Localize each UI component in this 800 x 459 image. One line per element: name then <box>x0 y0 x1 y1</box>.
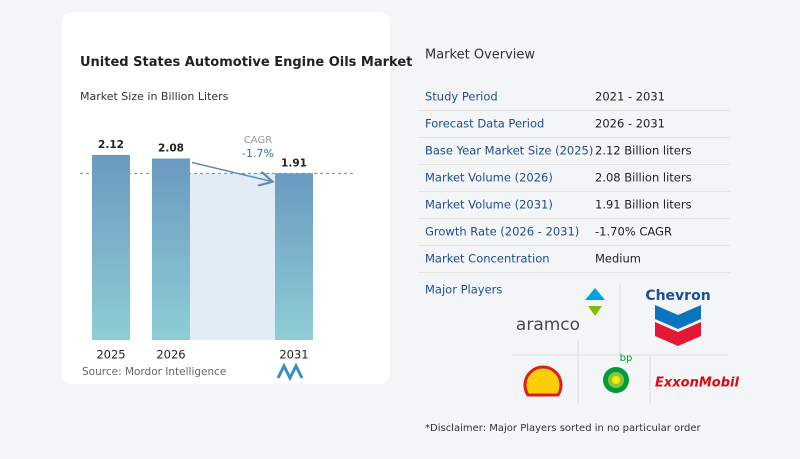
source: Source: Mordor Intelligence <box>82 366 226 378</box>
row-label: Market Concentration <box>425 252 550 266</box>
x-tick-label: 2025 <box>96 348 125 362</box>
bar <box>275 173 313 340</box>
row-value: 2026 - 2031 <box>595 117 665 131</box>
row-label: Growth Rate (2026 - 2031) <box>425 225 579 239</box>
chart-title-text: United States Automotive Engine Oils Mar… <box>80 55 412 70</box>
row-label: Market Volume (2026) <box>425 171 553 185</box>
brand-logo <box>276 362 304 382</box>
aramco-mark <box>585 288 605 316</box>
chart-subtitle: Market Size in Billion Liters <box>80 90 229 103</box>
overview-title: Market Overview <box>425 48 535 63</box>
chevron-mark <box>655 305 701 346</box>
logo-grid <box>512 285 728 405</box>
row-label: Base Year Market Size (2025) <box>425 144 593 158</box>
cagr-arrow <box>191 161 271 181</box>
x-tick-label: 2026 <box>156 348 185 362</box>
value-label: 2.08 <box>158 142 184 154</box>
row-label: Market Volume (2031) <box>425 198 553 212</box>
x-tick-label: 2031 <box>279 348 308 362</box>
row-value: 2021 - 2031 <box>595 90 665 104</box>
row-label: Forecast Data Period <box>425 117 544 131</box>
bar <box>152 158 190 340</box>
disclaimer: *Disclaimer: Major Players sorted in no … <box>425 423 702 434</box>
chart-title: United States Automotive Engine Oils Mar… <box>80 55 412 70</box>
chart: 2.12 2025 2.08 2026 1.91 2031 CAGR-1.7% <box>80 135 355 362</box>
row-label: Study Period <box>425 90 498 104</box>
logo-chevron: Chevron <box>645 288 710 304</box>
logo-exxonmobil: ExxonMobil <box>655 376 739 391</box>
row-value: 2.08 Billion liters <box>595 171 692 185</box>
value-label: 1.91 <box>281 157 307 169</box>
bp-mark <box>603 367 629 393</box>
row-value: -1.70% CAGR <box>595 225 672 239</box>
players-title: Major Players <box>425 283 502 297</box>
value-label: 2.12 <box>98 139 124 151</box>
shaded-region <box>190 173 275 340</box>
cagr-label: CAGR <box>244 135 272 146</box>
logo-aramco: aramco <box>516 315 580 335</box>
row-value: Medium <box>595 252 641 266</box>
row-value: 2.12 Billion liters <box>595 144 692 158</box>
logo-bp: bp <box>620 353 633 364</box>
cagr-value: -1.7% <box>242 147 274 160</box>
shell-mark <box>523 365 563 397</box>
bar <box>92 155 130 340</box>
overview-table: Study Period 2021 - 2031 Forecast Data Per… <box>418 90 730 273</box>
row-value: 1.91 Billion liters <box>595 198 692 212</box>
